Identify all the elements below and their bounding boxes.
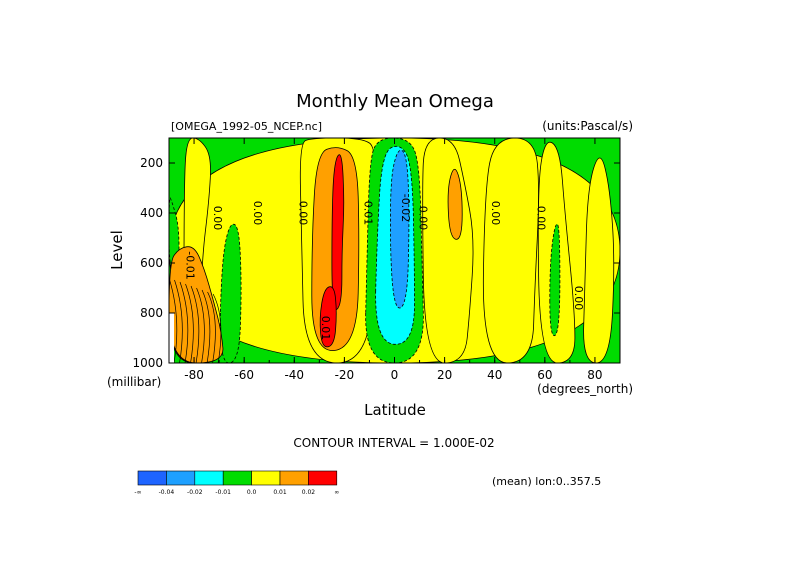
units-label: (units:Pascal/s)	[542, 119, 633, 133]
x-tick-label: -60	[234, 368, 254, 382]
x-tick-label: 60	[537, 368, 552, 382]
legend-label: -0.02	[187, 489, 203, 496]
chart-title: Monthly Mean Omega	[296, 91, 494, 112]
dense-contour-line	[179, 281, 189, 363]
contour-label: -0.02	[399, 194, 412, 222]
legend-label: 0.0	[247, 489, 257, 496]
mean-longitude-text: (mean) lon:0..357.5	[492, 475, 601, 488]
legend-label: -0.01	[215, 489, 231, 496]
dense-contour-lines	[169, 277, 222, 363]
contour-label: 0.00	[572, 286, 585, 311]
dataset-label: [OMEGA_1992-05_NCEP.nc]	[171, 120, 322, 133]
dense-contour-line	[190, 285, 200, 363]
x-axis-title: Latitude	[364, 401, 426, 419]
x-tick-label: -40	[284, 368, 304, 382]
contour-label: 0.01	[361, 201, 374, 226]
x-tick-label: 80	[587, 368, 602, 382]
missing-data-region	[169, 313, 175, 363]
contour-interval-text: CONTOUR INTERVAL = 1.000E-02	[293, 436, 494, 450]
x-axis: -80 -60 -40 -20 0 20 40 60 80	[168, 138, 621, 382]
dense-contour-line	[207, 291, 216, 363]
contour-label: 0.01	[319, 316, 332, 341]
contour-label: 0.00	[211, 206, 224, 231]
legend-swatch	[137, 470, 167, 486]
y-axis: 200 400 600 800 1000	[132, 156, 620, 370]
legend-label: -0.04	[159, 489, 175, 496]
x-tick-label: 40	[487, 368, 502, 382]
y-axis-title: Level	[108, 230, 126, 270]
x-tick-label: 20	[437, 368, 452, 382]
dense-contour-line	[196, 287, 205, 363]
contour-label: 0.00	[251, 201, 264, 226]
legend-label: 0.01	[273, 489, 287, 496]
legend-swatch	[194, 470, 224, 486]
contour-label: 0.00	[489, 201, 502, 226]
y-units-label: (millibar)	[107, 375, 161, 389]
y-tick-label: 800	[140, 306, 163, 320]
x-tick-label: -80	[184, 368, 204, 382]
contour-label: -0.01	[184, 251, 197, 279]
legend-swatch	[279, 470, 309, 486]
y-tick-label: 1000	[132, 356, 163, 370]
contour-label: 0.00	[417, 206, 430, 231]
x-tick-label: -20	[335, 368, 355, 382]
contour-region-13	[583, 157, 615, 363]
y-tick-label: 400	[140, 206, 163, 220]
dense-contour-line	[169, 277, 178, 363]
contour-label: 0.00	[296, 201, 309, 226]
contour-fill-group	[169, 138, 620, 363]
legend-swatch	[166, 470, 196, 486]
legend-label: -∞	[134, 489, 141, 496]
legend-label: 0.02	[302, 489, 316, 496]
color-legend: -∞ -0.04 -0.02 -0.01 0.0 0.01 0.02 ∞	[134, 470, 339, 496]
legend-swatch	[251, 470, 281, 486]
contour-region-11	[482, 138, 539, 363]
contour-region-16	[549, 223, 561, 336]
contour-region-4	[331, 154, 345, 310]
contour-labels: 0.00 -0.01 0.00 0.00 0.01 -0.02 0.00 0.00 0.00 0.…	[184, 194, 585, 340]
contour-overlay-group: 0.00 -0.01 0.00 0.00 0.01 -0.02 0.00 0.00 0.00 0.…	[169, 194, 585, 363]
y-tick-label: 200	[140, 156, 163, 170]
dense-contour-line	[185, 283, 194, 363]
contour-region-8	[390, 149, 410, 309]
contour-region-10	[447, 168, 463, 240]
x-tick-label: 0	[391, 368, 399, 382]
dense-contour-line	[201, 289, 211, 363]
legend-label: ∞	[334, 489, 339, 496]
dense-contour-line	[212, 293, 222, 363]
dense-contour-line	[174, 279, 183, 363]
legend-swatch	[222, 470, 252, 486]
legend-swatch	[308, 470, 338, 486]
contour-region-5	[319, 286, 337, 348]
x-units-label: (degrees_north)	[537, 382, 633, 396]
contour-label: 0.00	[534, 206, 547, 231]
y-tick-label: 600	[140, 256, 163, 270]
missing-data-mask	[169, 313, 175, 363]
